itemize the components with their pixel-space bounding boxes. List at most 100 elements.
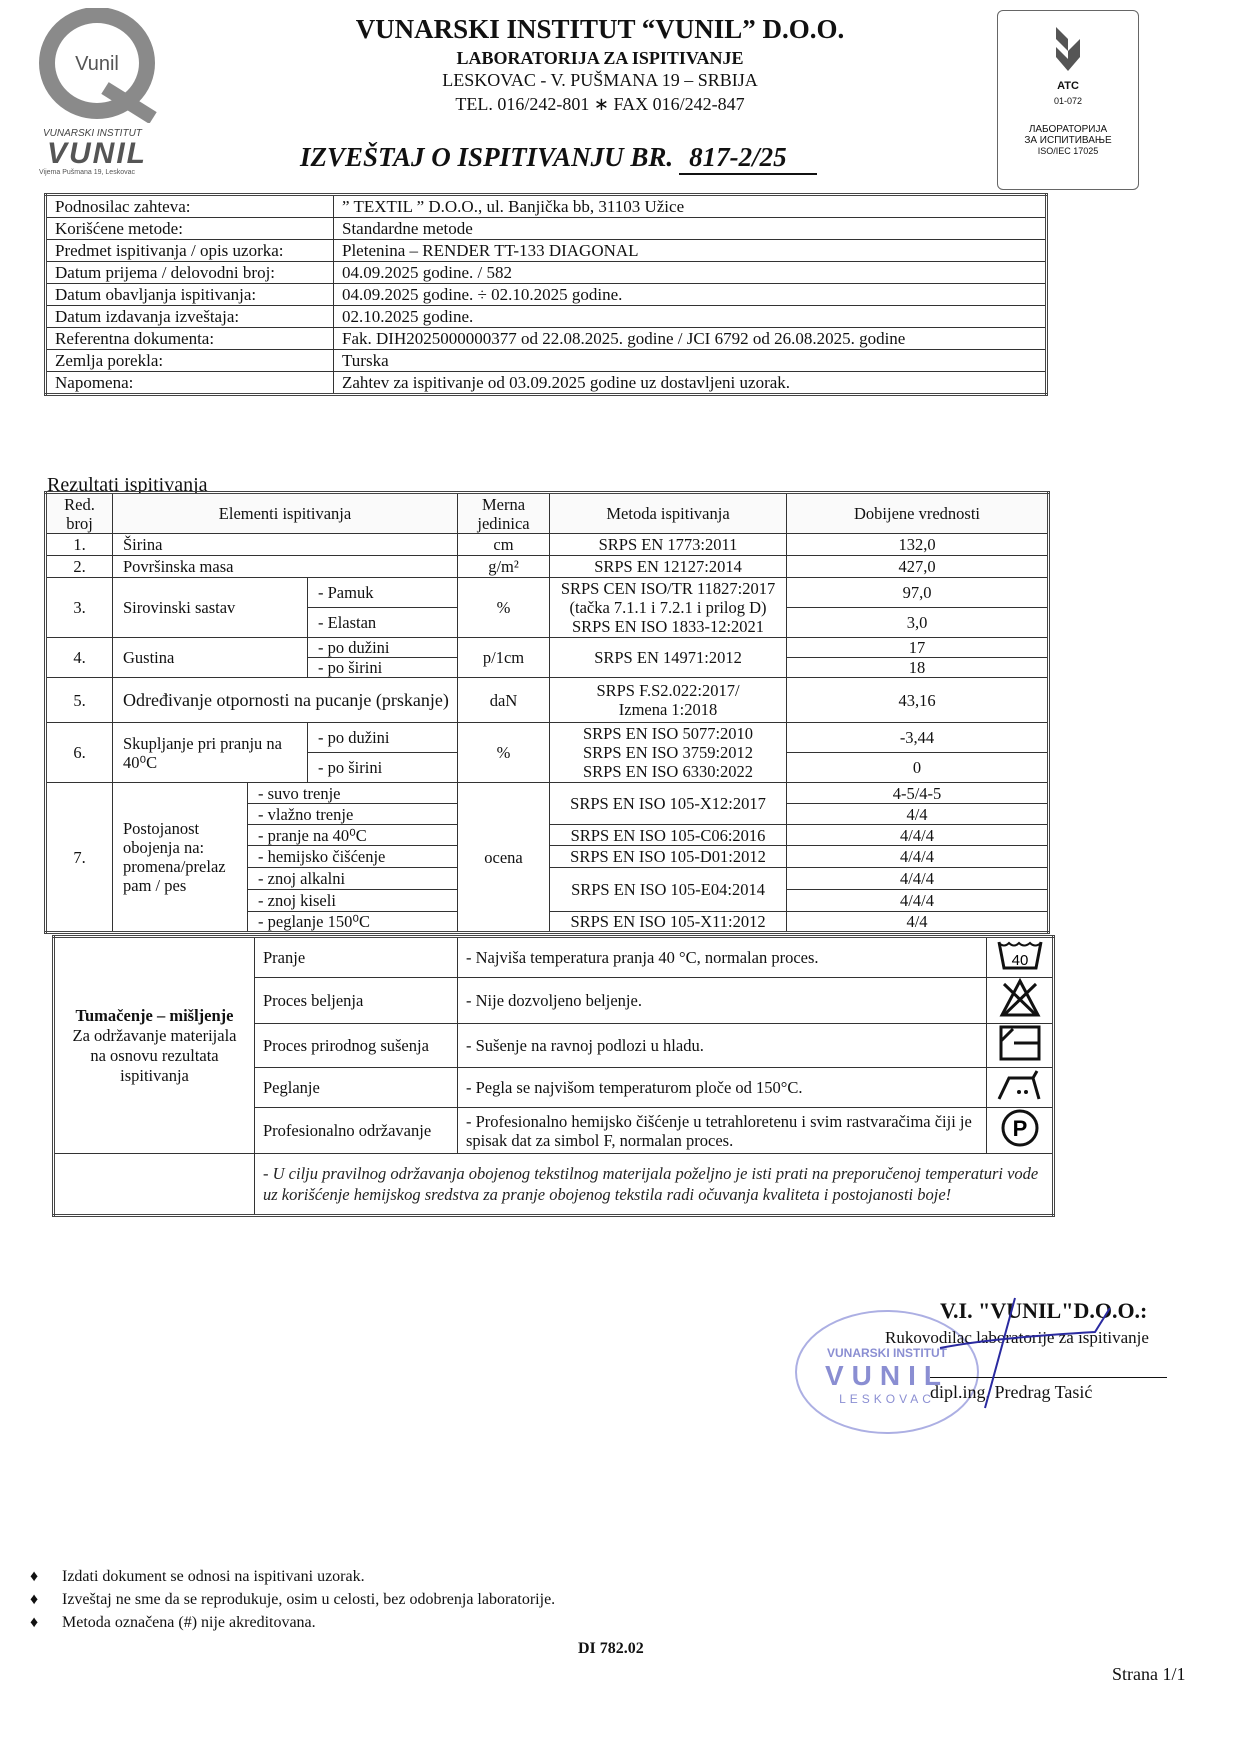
document-code: DI 782.02 bbox=[578, 1640, 644, 1657]
row-method: SRPS EN ISO 5077:2010 SRPS EN ISO 3759:20… bbox=[549, 722, 788, 783]
row-value: 4/4/4 bbox=[786, 845, 1049, 868]
info-row: Podnosilac zahteva:” TEXTIL ” D.O.O., ul… bbox=[45, 194, 1047, 218]
care-row: Profesionalno održavanje - Profesionalno… bbox=[54, 1107, 1054, 1154]
info-row: Datum izdavanja izveštaja: 02.10.2025 god… bbox=[45, 305, 1047, 328]
method-line: SRPS EN ISO 1833-12:2021 bbox=[571, 617, 765, 636]
row-subelement: - po širini bbox=[306, 752, 459, 783]
report-title-label: IZVEŠTAJ O ISPITIVANJU BR. bbox=[300, 142, 674, 172]
row-value: 43,16 bbox=[786, 677, 1049, 723]
care-label: Pranje bbox=[254, 936, 458, 978]
row-unit: g/m² bbox=[457, 555, 551, 578]
atc-line3: ISO/IEC 17025 bbox=[1037, 146, 1099, 156]
table-row: 6. Skupljanje pri pranju na 40⁰C - po du… bbox=[45, 722, 1049, 783]
row-value: 3,0 bbox=[786, 607, 1049, 638]
row-value: 0 bbox=[786, 752, 1049, 783]
row-value: 4/4 bbox=[786, 911, 1049, 933]
row-value: 4/4/4 bbox=[786, 867, 1049, 890]
row-value: 427,0 bbox=[786, 555, 1049, 578]
info-value: Turska bbox=[333, 349, 1047, 372]
table-row: - po širini 0 bbox=[46, 752, 1049, 783]
request-info-table: Podnosilac zahteva:” TEXTIL ” D.O.O., ul… bbox=[44, 193, 1048, 396]
row-value: 4-5/4-5 bbox=[786, 782, 1049, 804]
table-row: - po širini 18 bbox=[46, 657, 1049, 678]
q-logo-icon: Vunil bbox=[39, 7, 157, 124]
care-text: - Sušenje na ravnoj podlozi u hladu. bbox=[457, 1023, 987, 1068]
atc-line2: ЗА ИСПИТИВАЊЕ bbox=[1024, 135, 1112, 146]
header-method: Metoda ispitivanja bbox=[549, 492, 788, 534]
report-number: 817-2/25 bbox=[679, 142, 817, 175]
care-row: Peglanje - Pegla se najvišom temperaturo… bbox=[54, 1067, 1054, 1108]
row-method: SRPS F.S2.022:2017/Izmena 1:2018 bbox=[549, 677, 788, 723]
dry-flat-shade-icon bbox=[986, 1023, 1054, 1068]
row-element: Sirovinski sastav bbox=[112, 577, 308, 638]
row-subelement: - po širini bbox=[306, 657, 459, 678]
info-row: Napomena: Zahtev za ispitivanje od 03.09.… bbox=[45, 371, 1047, 395]
handwritten-signature bbox=[939, 1297, 1111, 1409]
row-unit: % bbox=[457, 722, 551, 783]
info-label: Datum izdavanja izveštaja: bbox=[45, 305, 334, 328]
results-table: Red. broj Elementi ispitivanja Merna jed… bbox=[44, 491, 1050, 934]
info-value: 04.09.2025 godine. / 582 bbox=[333, 261, 1047, 284]
row-no: 5. bbox=[45, 677, 113, 723]
method-line: SRPS EN ISO 3759:2012 bbox=[582, 743, 754, 762]
info-label: Datum prijema / delovodni broj: bbox=[45, 261, 334, 284]
header-value: Dobijene vrednosti bbox=[786, 492, 1049, 534]
info-label: Napomena: bbox=[45, 371, 334, 395]
row-no: 7. bbox=[45, 782, 113, 933]
vunil-logo: Vunil VUNARSKI INSTITUT VUNIL Vijema Puš… bbox=[35, 7, 165, 178]
footer-note: ♦ Izdati dokument se odnosi na ispitivani… bbox=[30, 1568, 365, 1586]
no-bleach-icon bbox=[986, 977, 1054, 1024]
row-subelement: - po dužini bbox=[306, 722, 459, 753]
table-header-row: Red. broj Elementi ispitivanja Merna jed… bbox=[45, 492, 1049, 534]
svg-text:P: P bbox=[1012, 1116, 1027, 1141]
info-row: Korišćene metode: Standardne metode bbox=[45, 217, 1047, 240]
care-row: Proces prirodnog sušenja - Sušenje na ra… bbox=[54, 1023, 1054, 1068]
row-unit: ocena bbox=[457, 782, 551, 933]
row-value: 18 bbox=[786, 657, 1049, 678]
svg-text:40: 40 bbox=[1011, 952, 1028, 969]
row-no: 6. bbox=[45, 722, 113, 783]
row-method: SRPS EN 1773:2011 bbox=[549, 533, 788, 556]
bullet-icon: ♦ bbox=[30, 1591, 39, 1608]
interpretation-title: Tumačenje – mišljenje bbox=[75, 1005, 234, 1025]
row-value: 97,0 bbox=[786, 577, 1049, 608]
row-method: SRPS EN ISO 105-E04:2014 bbox=[549, 867, 788, 912]
professional-clean-p-icon: P bbox=[986, 1107, 1054, 1154]
logo-address: Vijema Pušmana 19, Leskovac bbox=[39, 169, 135, 176]
info-label: Predmet ispitivanja / opis uzorka: bbox=[45, 239, 334, 262]
method-line: (tačka 7.1.1 i 7.2.1 i prilog D) bbox=[569, 598, 767, 617]
row-method: SRPS EN ISO 105-D01:2012 bbox=[549, 845, 788, 868]
info-label: Datum obavljanja ispitivanja: bbox=[45, 283, 334, 306]
row-subelement: - Pamuk bbox=[306, 577, 459, 608]
empty-cell bbox=[53, 1153, 255, 1216]
row-element: Određivanje otpornosti na pucanje (prska… bbox=[111, 677, 459, 723]
table-row: 4. Gustina - po dužini p/1cm SRPS EN 149… bbox=[45, 637, 1049, 678]
lab-name: LABORATORIJA ZA ISPITIVANJE bbox=[456, 48, 744, 68]
row-method: SRPS EN ISO 105-X11:2012 bbox=[549, 911, 788, 933]
care-row: Proces beljenja - Nije dozvoljeno beljen… bbox=[54, 977, 1054, 1024]
info-row: Referentna dokumenta: Fak. DIH20250000003… bbox=[45, 327, 1047, 350]
info-row: Datum obavljanja ispitivanja: 04.09.2025 … bbox=[45, 283, 1047, 306]
table-row: 5. Određivanje otpornosti na pucanje (pr… bbox=[45, 677, 1049, 723]
method-line: SRPS EN ISO 6330:2022 bbox=[582, 762, 754, 781]
row-element: Širina bbox=[111, 533, 459, 556]
info-row: Zemlja porekla: Turska bbox=[45, 349, 1047, 372]
care-note: - U cilju pravilnog održavanja obojenog … bbox=[254, 1153, 1054, 1216]
bullet-icon: ♦ bbox=[30, 1614, 39, 1631]
table-row: 2. Površinska masa g/m² SRPS EN 12127:20… bbox=[45, 555, 1049, 578]
row-element: Površinska masa bbox=[111, 555, 459, 578]
signature-name: dipl.ing. Predrag Tasić bbox=[930, 1382, 1093, 1402]
header-no: Red. broj bbox=[45, 492, 113, 534]
footer-note: ♦ Izveštaj ne sme da se reprodukuje, osim… bbox=[30, 1591, 555, 1609]
header-unit: Merna jedinica bbox=[457, 492, 551, 534]
signature-company: V.I. "VUNIL"D.O.O.: bbox=[940, 1298, 1148, 1323]
method-line: SRPS F.S2.022:2017/ bbox=[596, 681, 740, 700]
row-subelement: - peglanje 150⁰C bbox=[246, 911, 459, 933]
lab-contact: TEL. 016/242-801 ∗ FAX 016/242-847 bbox=[455, 94, 745, 114]
row-method: SRPS EN 12127:2014 bbox=[549, 555, 788, 578]
results-heading: Rezultati ispitivanja bbox=[47, 474, 208, 496]
info-row: Predmet ispitivanja / opis uzorka: Pleten… bbox=[45, 239, 1047, 262]
table-row: - hemijsko čišćenje SRPS EN ISO 105-D01:… bbox=[46, 845, 1049, 868]
atc-line1: ЛАБОРАТОРИЈА bbox=[1028, 124, 1108, 135]
